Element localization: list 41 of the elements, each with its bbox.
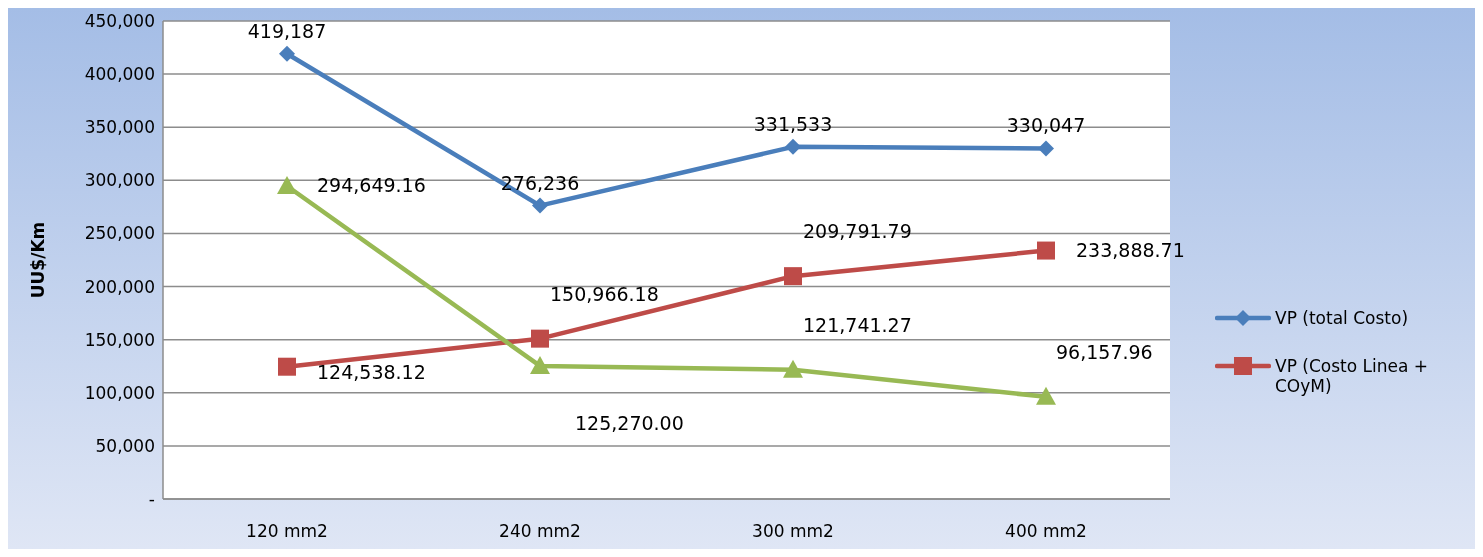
x-tick-label: 120 mm2 [246, 521, 328, 542]
y-axis-title: UU$/Km [28, 221, 49, 299]
point [1037, 241, 1055, 260]
y-tick-label: 400,000 [84, 64, 155, 85]
point [784, 267, 802, 286]
legend-label: VP (Costo Linea + COyM) [1275, 356, 1429, 396]
x-tick-label: 300 mm2 [752, 521, 834, 542]
data-label: 233,888.71 [1076, 238, 1185, 261]
point [783, 359, 803, 378]
data-label: 150,966.18 [550, 282, 659, 305]
data-label: 96,157.96 [1056, 340, 1153, 363]
data-label: 209,791.79 [803, 220, 912, 243]
y-tick-label: 350,000 [84, 117, 155, 138]
legend-label: VP (total Costo) [1275, 308, 1409, 328]
point [277, 176, 297, 195]
y-tick-label: 300,000 [84, 170, 155, 191]
point [530, 355, 550, 374]
x-tick-label: 240 mm2 [499, 521, 581, 542]
data-label: 330,047 [1006, 114, 1086, 137]
y-tick-label: 450,000 [84, 11, 155, 32]
y-tick-label: 250,000 [84, 223, 155, 244]
data-label: 121,741.27 [803, 313, 912, 336]
data-label: 125,270.00 [575, 411, 684, 434]
point [279, 45, 295, 62]
y-tick-label: 50,000 [95, 435, 155, 456]
point [785, 138, 801, 155]
y-tick-label: 100,000 [84, 382, 155, 403]
data-label: 124,538.12 [317, 360, 426, 383]
y-tick-label: - [148, 489, 155, 510]
point [1038, 140, 1054, 157]
data-label: 294,649.16 [317, 174, 426, 197]
point [278, 357, 296, 376]
x-tick-label: 400 mm2 [1005, 521, 1087, 542]
point [532, 197, 548, 214]
y-tick-label: 200,000 [84, 276, 155, 297]
data-label: 331,533 [753, 112, 833, 135]
data-label: 276,236 [500, 171, 580, 194]
point [1036, 386, 1056, 405]
y-tick-label: 150,000 [84, 329, 155, 350]
point [531, 329, 549, 348]
data-label: 419,187 [247, 19, 327, 42]
